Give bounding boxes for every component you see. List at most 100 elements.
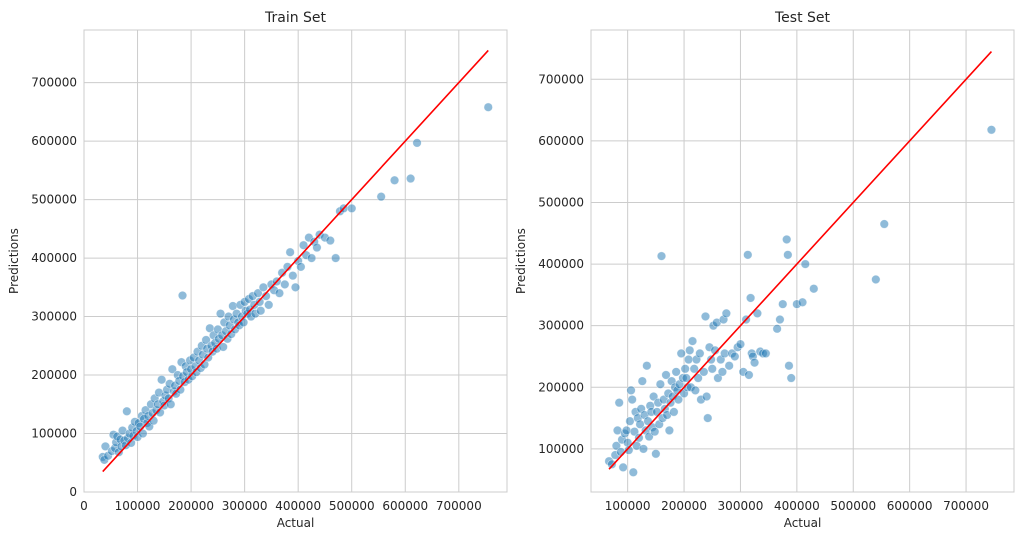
test-plot-title: Test Set bbox=[774, 10, 831, 26]
train-data-point bbox=[312, 242, 322, 253]
test-data-point bbox=[649, 391, 659, 402]
test-set-plot: 100000 200000 300000 400000 500000 600000 7000… bbox=[514, 10, 1015, 530]
train-data-point bbox=[277, 268, 287, 278]
train-data-point bbox=[264, 300, 274, 310]
test-x-tick-label: 300000 bbox=[718, 499, 764, 513]
train-data-point bbox=[412, 138, 422, 148]
train-y-tick-label: 700000 bbox=[31, 76, 77, 90]
test-y-axis-label: Predictions bbox=[514, 228, 528, 294]
test-data-point bbox=[721, 308, 731, 318]
test-data-point bbox=[685, 345, 695, 355]
train-plot-title: Train Set bbox=[264, 10, 327, 26]
test-data-point bbox=[713, 373, 723, 383]
test-x-tick-label: 400000 bbox=[774, 499, 820, 513]
test-points bbox=[604, 125, 997, 477]
test-data-point bbox=[656, 251, 667, 261]
test-data-point bbox=[871, 274, 881, 285]
train-x-tick-label: 700000 bbox=[436, 499, 482, 513]
train-data-point bbox=[215, 309, 226, 319]
train-y-tick-label: 600000 bbox=[31, 134, 77, 148]
test-data-point bbox=[707, 364, 717, 374]
test-data-point bbox=[784, 361, 794, 371]
test-data-point bbox=[730, 351, 740, 362]
train-data-point bbox=[157, 375, 167, 385]
train-data-point bbox=[238, 317, 249, 328]
test-data-point bbox=[687, 336, 698, 346]
train-data-point bbox=[149, 416, 159, 426]
train-data-point bbox=[389, 175, 400, 185]
test-x-tick-label: 700000 bbox=[943, 499, 989, 513]
test-data-point bbox=[671, 367, 681, 377]
test-data-point bbox=[800, 259, 810, 269]
test-data-point bbox=[778, 299, 788, 309]
train-y-tick-label: 200000 bbox=[31, 368, 77, 382]
test-data-point bbox=[611, 441, 621, 451]
test-data-point bbox=[744, 370, 754, 380]
test-data-point bbox=[772, 324, 782, 334]
test-data-point bbox=[607, 459, 617, 469]
test-data-point bbox=[627, 395, 637, 405]
test-data-point bbox=[673, 395, 684, 405]
test-y-tick-label: 100000 bbox=[538, 442, 584, 456]
test-data-point bbox=[618, 462, 628, 472]
test-data-point bbox=[879, 219, 889, 229]
test-data-point bbox=[626, 385, 636, 395]
train-data-point bbox=[177, 290, 188, 301]
test-x-tick-labels: 100000 200000 300000 400000 500000 600000 7000… bbox=[605, 499, 989, 513]
test-data-point bbox=[724, 361, 734, 371]
test-data-point bbox=[629, 427, 640, 437]
train-x-tick-label: 200000 bbox=[168, 499, 214, 513]
train-x-tick-label: 100000 bbox=[115, 499, 161, 513]
train-data-point bbox=[376, 192, 386, 202]
train-data-point bbox=[166, 399, 176, 409]
test-data-point bbox=[689, 364, 699, 374]
test-data-point bbox=[786, 373, 796, 383]
test-data-point bbox=[635, 419, 645, 429]
train-y-tick-label: 300000 bbox=[31, 310, 77, 324]
test-data-point bbox=[710, 345, 720, 355]
train-x-tick-label: 300000 bbox=[222, 499, 268, 513]
test-data-point bbox=[699, 367, 709, 377]
test-data-point bbox=[775, 314, 785, 325]
test-data-point bbox=[706, 354, 716, 365]
test-data-point bbox=[752, 308, 762, 318]
train-data-point bbox=[306, 253, 317, 263]
train-x-tick-label: 400000 bbox=[275, 499, 321, 513]
test-data-point bbox=[695, 348, 705, 359]
test-data-point bbox=[749, 358, 760, 368]
train-data-point bbox=[274, 288, 285, 298]
train-data-point bbox=[347, 203, 357, 213]
test-plot-frame bbox=[590, 29, 1015, 493]
test-data-point bbox=[637, 376, 647, 386]
train-data-point bbox=[325, 235, 335, 246]
test-data-point bbox=[681, 373, 691, 383]
train-data-point bbox=[167, 364, 177, 374]
test-data-point bbox=[676, 348, 686, 359]
test-data-point bbox=[717, 367, 728, 377]
test-data-point bbox=[703, 413, 713, 423]
test-data-point bbox=[693, 373, 703, 383]
train-y-tick-label: 400000 bbox=[31, 251, 77, 265]
test-data-point bbox=[651, 449, 661, 459]
train-data-point bbox=[256, 306, 266, 316]
test-data-point bbox=[761, 348, 771, 359]
test-data-point bbox=[809, 284, 819, 294]
test-y-tick-label: 600000 bbox=[538, 134, 584, 148]
train-data-point bbox=[290, 282, 301, 292]
train-y-tick-label: 500000 bbox=[31, 193, 77, 207]
train-x-tick-label: 0 bbox=[80, 499, 88, 513]
train-set-plot: 0 100000 200000 300000 400000 500000 600000 700… bbox=[7, 10, 508, 530]
test-data-point bbox=[783, 250, 793, 260]
train-data-point bbox=[285, 247, 295, 257]
test-data-point bbox=[743, 250, 753, 260]
train-data-point bbox=[483, 102, 493, 112]
train-y-tick-labels: 0 100000 200000 300000 400000 500000 600000 700… bbox=[31, 76, 77, 499]
test-data-point bbox=[702, 391, 712, 402]
train-data-point bbox=[331, 253, 341, 263]
test-data-point bbox=[986, 125, 997, 135]
test-data-point bbox=[746, 293, 756, 303]
train-data-point bbox=[288, 271, 298, 281]
test-y-tick-label: 700000 bbox=[538, 72, 584, 86]
train-x-axis-label: Actual bbox=[277, 516, 315, 530]
test-data-point bbox=[642, 361, 652, 371]
